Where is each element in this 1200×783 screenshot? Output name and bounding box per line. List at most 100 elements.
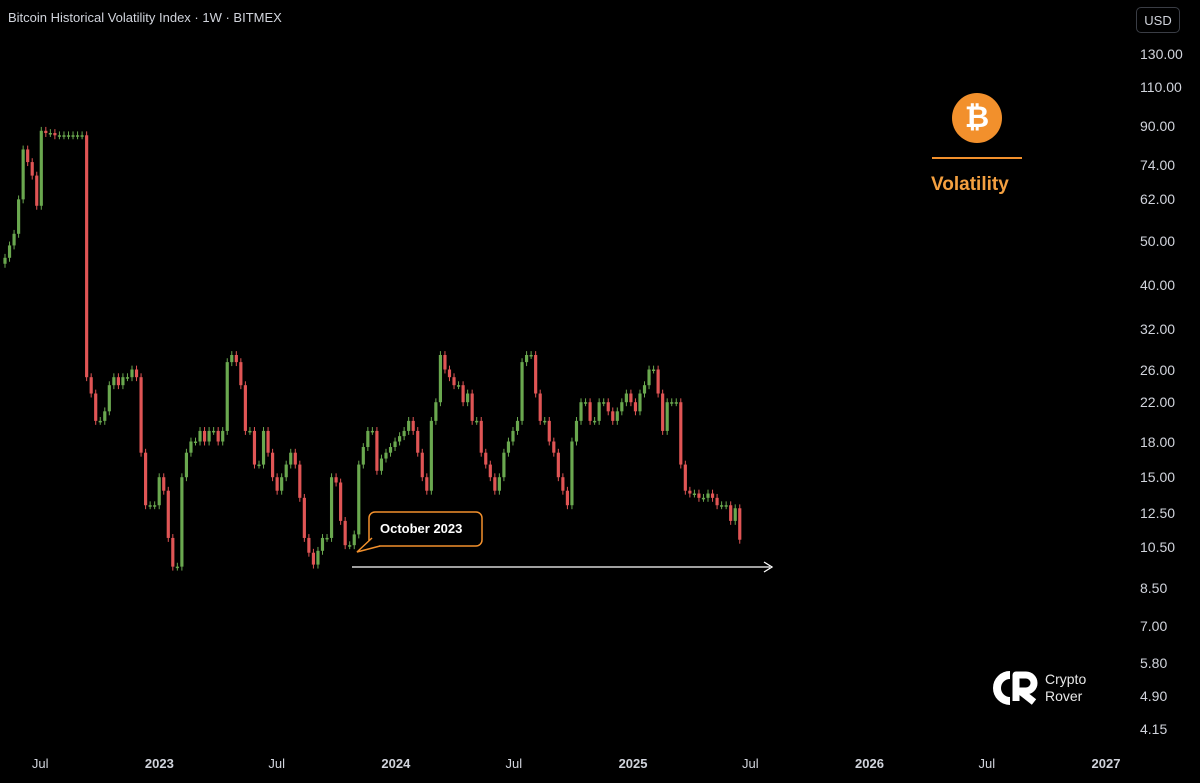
candle-up bbox=[361, 447, 365, 465]
candle-up bbox=[497, 477, 501, 491]
candle-up bbox=[402, 430, 406, 437]
candle-up bbox=[221, 430, 225, 442]
candle-down bbox=[271, 452, 275, 478]
candle-down bbox=[134, 369, 139, 378]
candle-up bbox=[692, 493, 696, 496]
candle-up bbox=[257, 464, 261, 467]
candle-down bbox=[729, 505, 733, 521]
crypto-rover-logo-icon bbox=[993, 671, 1038, 705]
candle-up bbox=[624, 393, 628, 403]
y-tick-label: 110.00 bbox=[1140, 79, 1182, 96]
candle-up bbox=[706, 493, 710, 498]
bitcoin-icon: ₿ bbox=[952, 93, 1002, 143]
volatility-underline bbox=[932, 157, 1022, 159]
x-tick-label: 2023 bbox=[144, 756, 174, 771]
candle-down bbox=[202, 430, 207, 442]
candle-up bbox=[366, 430, 370, 448]
candle-up bbox=[384, 452, 388, 459]
candle-down bbox=[243, 385, 247, 431]
candle-up bbox=[407, 420, 411, 431]
candle-up bbox=[175, 566, 179, 569]
y-tick-label: 18.00 bbox=[1140, 433, 1176, 450]
candle-down bbox=[139, 377, 143, 453]
price-chart[interactable] bbox=[0, 0, 1130, 783]
currency-button[interactable]: USD bbox=[1136, 7, 1180, 33]
candle-up bbox=[583, 402, 588, 404]
candle-down bbox=[171, 537, 175, 567]
brand-line-2: Rover bbox=[1045, 688, 1083, 704]
candle-down bbox=[339, 482, 343, 521]
y-tick-label: 7.00 bbox=[1140, 618, 1168, 635]
candle-down bbox=[116, 377, 120, 386]
candle-up bbox=[75, 135, 80, 137]
candle-down bbox=[239, 362, 243, 386]
candle-down bbox=[470, 393, 474, 421]
candle-down bbox=[461, 385, 465, 403]
candle-up bbox=[112, 377, 116, 386]
y-tick-label: 4.90 bbox=[1140, 688, 1168, 705]
candle-down bbox=[561, 477, 565, 491]
candle-down bbox=[375, 430, 379, 471]
y-tick-label: 40.00 bbox=[1140, 277, 1176, 294]
candle-up bbox=[352, 534, 356, 546]
candle-down bbox=[53, 133, 57, 136]
candle-up bbox=[130, 369, 134, 378]
candle-up bbox=[456, 385, 461, 387]
candle-down bbox=[633, 402, 638, 412]
candle-up bbox=[261, 430, 266, 465]
candle-up bbox=[570, 441, 574, 506]
candle-up bbox=[638, 393, 642, 412]
candle-up bbox=[429, 420, 433, 491]
callout-label: October 2023 bbox=[380, 521, 463, 536]
candle-down bbox=[94, 393, 98, 421]
candle-up bbox=[62, 135, 66, 137]
candle-up bbox=[579, 402, 583, 421]
x-tick-label: 2027 bbox=[1091, 756, 1121, 771]
candle-down bbox=[334, 477, 338, 483]
y-tick-label: 4.15 bbox=[1140, 720, 1168, 737]
candle-up bbox=[198, 430, 202, 442]
candle-up bbox=[701, 497, 706, 500]
x-tick-label: 2026 bbox=[855, 756, 884, 771]
candle-down bbox=[493, 477, 497, 491]
candle-up bbox=[320, 537, 325, 551]
brand-line-1: Crypto bbox=[1045, 671, 1087, 687]
brand-name: Crypto Rover bbox=[1045, 671, 1086, 705]
candle-down bbox=[216, 430, 220, 442]
candle-up bbox=[289, 452, 293, 465]
candle-up bbox=[248, 430, 252, 433]
y-tick-label: 10.50 bbox=[1140, 539, 1176, 556]
candle-down bbox=[547, 420, 551, 442]
candle-down bbox=[606, 402, 610, 412]
candle-down bbox=[443, 354, 447, 370]
candle-up bbox=[212, 430, 216, 433]
candle-up bbox=[502, 452, 506, 478]
candle-down bbox=[683, 464, 687, 491]
candle-up bbox=[7, 245, 12, 258]
candle-up bbox=[642, 385, 647, 394]
candle-up bbox=[647, 369, 651, 386]
candle-down bbox=[275, 477, 279, 491]
candle-down bbox=[715, 497, 719, 506]
candle-down bbox=[738, 508, 742, 540]
candle-down bbox=[252, 430, 257, 465]
candle-up bbox=[475, 420, 479, 423]
y-tick-label: 12.50 bbox=[1140, 504, 1176, 521]
candle-up bbox=[466, 393, 470, 403]
candle-down bbox=[416, 430, 420, 453]
y-tick-label: 62.00 bbox=[1140, 191, 1176, 208]
candle-down bbox=[30, 162, 34, 176]
candle-up bbox=[57, 135, 62, 137]
candle-up bbox=[98, 420, 102, 423]
candle-up bbox=[125, 377, 130, 379]
candle-up bbox=[107, 385, 111, 412]
candle-down bbox=[452, 377, 456, 386]
candle-up bbox=[325, 537, 329, 540]
candle-up bbox=[370, 430, 374, 433]
candle-up bbox=[724, 505, 728, 507]
candle-down bbox=[425, 477, 429, 491]
y-tick-label: 8.50 bbox=[1140, 580, 1168, 597]
candle-down bbox=[307, 537, 311, 553]
candle-up bbox=[398, 436, 402, 442]
candle-up bbox=[543, 420, 547, 423]
